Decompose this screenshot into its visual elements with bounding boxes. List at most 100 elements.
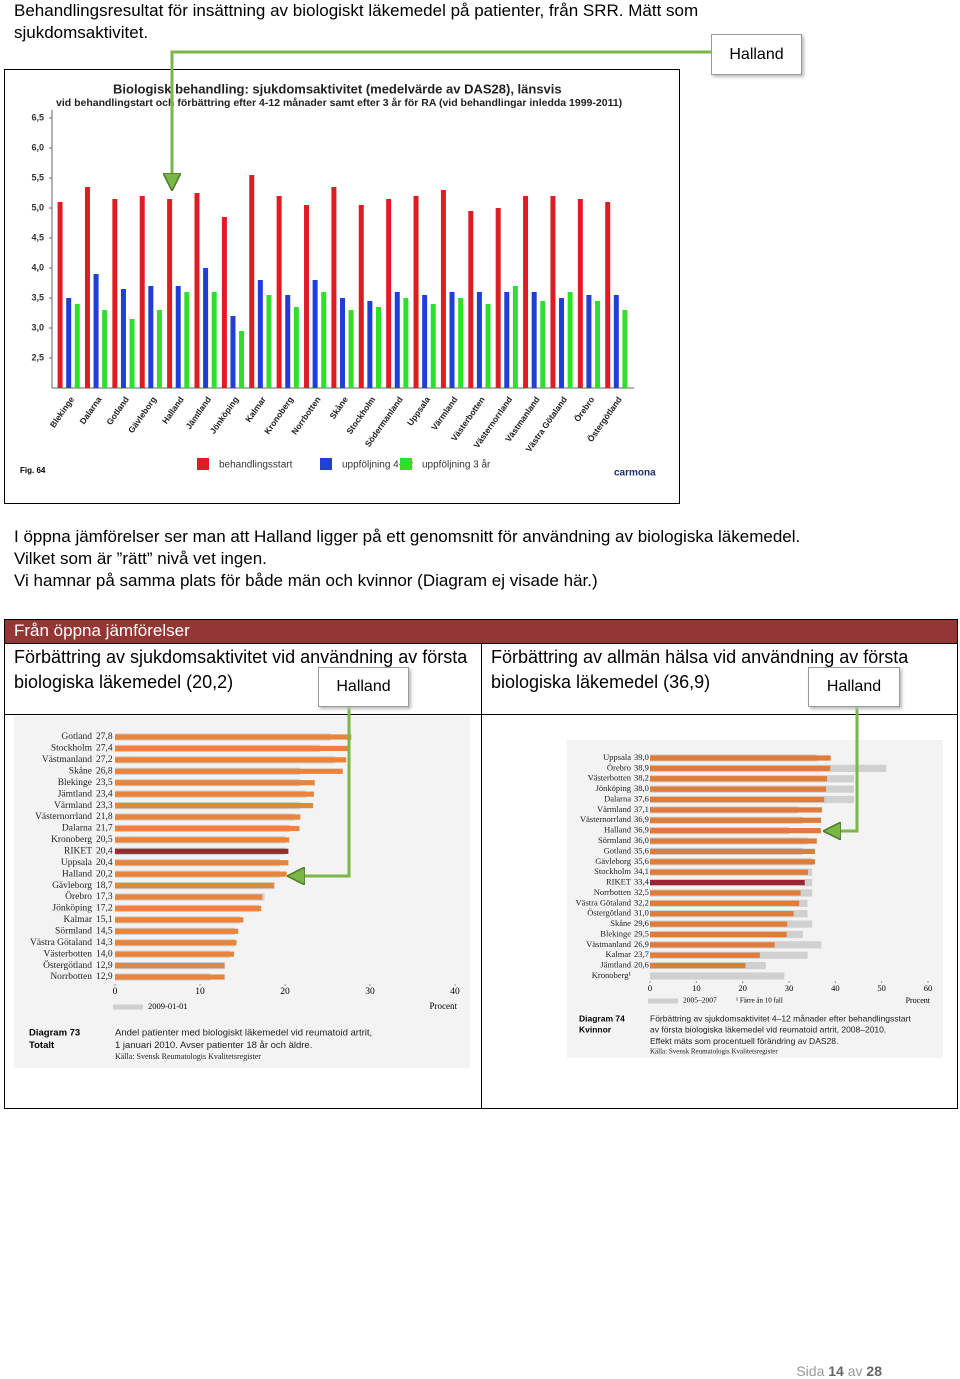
- bar: [468, 211, 474, 388]
- y-tick-label: 5,5: [31, 172, 44, 182]
- value-label: 35,6: [634, 845, 649, 855]
- bar: [559, 298, 565, 388]
- logo: carmona: [614, 468, 656, 479]
- bar: [650, 776, 827, 782]
- source: Källa: Svensk Reumatologis Kvalitetsregi…: [650, 1048, 778, 1056]
- heading: Behandlingsresultat för insättning av bi…: [14, 1, 699, 42]
- value-label: 20,5: [96, 835, 113, 845]
- value-label: 38,2: [634, 773, 649, 783]
- category-label: Västra Götaland: [30, 938, 92, 948]
- bar: [115, 963, 225, 969]
- page-total: 28: [866, 1363, 882, 1379]
- table-header: Från öppna jämförelser: [14, 621, 190, 640]
- bar: [148, 286, 154, 388]
- value-label: 26,9: [634, 939, 649, 949]
- bar: [249, 175, 255, 388]
- bar: [348, 310, 354, 388]
- legend-label: uppföljning 3 år: [422, 459, 491, 471]
- bar: [386, 199, 392, 388]
- bar: [440, 190, 446, 388]
- category-label: Jämtland: [58, 789, 93, 799]
- x-tick-label: 40: [831, 983, 840, 993]
- footnote: ¹ Färre än 10 fall: [736, 997, 783, 1005]
- bar: [449, 292, 455, 388]
- x-tick-label: 0: [648, 983, 652, 993]
- bar: [115, 802, 314, 809]
- category-label: Jönköping: [596, 783, 632, 793]
- bar: [167, 199, 173, 388]
- bar: [115, 791, 314, 797]
- x-tick-label: 60: [924, 983, 933, 993]
- bar: [650, 859, 815, 865]
- bar: [650, 848, 815, 855]
- bar: [156, 310, 162, 388]
- bar: [650, 952, 760, 958]
- category-label: Sörmland: [55, 926, 92, 936]
- footer-text: av: [847, 1363, 863, 1379]
- bar: [115, 768, 343, 774]
- bar: [211, 292, 217, 388]
- figure-label: Fig. 64: [20, 466, 46, 475]
- legend-swatch: [400, 458, 412, 470]
- caption: Effekt mäts som procentuell förändring a…: [650, 1036, 838, 1046]
- chart-subtitle: vid behandlingstart och förbättring efte…: [56, 97, 622, 109]
- category-label: Stockholm: [594, 866, 631, 876]
- value-label: 37,1: [634, 804, 649, 814]
- diagram-label: Diagram 74: [579, 1013, 625, 1023]
- legend-label: 2009-01-01: [148, 1001, 188, 1011]
- value-label: 23,3: [96, 801, 113, 811]
- category-label: Östergötland: [587, 908, 632, 918]
- bar: [230, 316, 236, 388]
- category-label: Västra Götaland: [576, 897, 632, 907]
- bar: [321, 292, 327, 388]
- category-label: Jämtland: [600, 960, 631, 970]
- bar: [115, 825, 300, 832]
- bar: [650, 879, 805, 886]
- value-label: 32,5: [634, 887, 649, 897]
- bar: [115, 951, 234, 957]
- value-label: 34,1: [634, 866, 649, 876]
- value-label: 17,2: [96, 904, 113, 914]
- value-label: 23,4: [96, 789, 113, 799]
- bar: [403, 298, 409, 388]
- y-tick-label: 6,5: [31, 112, 44, 122]
- bar: [650, 807, 822, 813]
- bar: [650, 786, 827, 792]
- legend-label: uppföljning 4-12: [342, 460, 414, 471]
- category-label: Örebro: [65, 890, 92, 902]
- category-label: Stockholm: [51, 744, 93, 754]
- bar: [413, 196, 419, 388]
- value-label: 31,0: [634, 908, 649, 918]
- bar: [112, 199, 118, 388]
- bar: [340, 298, 345, 388]
- bar: [550, 196, 556, 388]
- bar: [115, 871, 287, 877]
- bar: [115, 814, 301, 820]
- category-label: Uppsala: [603, 752, 631, 762]
- category-label: Blekinge: [58, 778, 92, 788]
- paragraph: Vi hamnar på samma plats för både män oc…: [14, 571, 598, 590]
- diagram-group: Totalt: [29, 1040, 55, 1051]
- y-tick-label: 5,0: [31, 202, 44, 212]
- bar: [650, 765, 831, 771]
- category-label: Västmanland: [586, 939, 632, 949]
- cell-text: Förbättring av sjukdomsaktivitet vid anv…: [14, 647, 468, 692]
- bar: [650, 869, 808, 875]
- bar: [595, 301, 601, 388]
- page-number: 14: [828, 1363, 844, 1379]
- x-tick-label: 30: [365, 987, 375, 997]
- category-label: Kalmar: [606, 949, 632, 959]
- caption: Andel patienter med biologiskt läkemedel…: [115, 1028, 372, 1039]
- category-label: Halland: [604, 825, 632, 835]
- value-label: 27,8: [96, 732, 113, 742]
- bar: [115, 940, 237, 946]
- category-label: Gotland: [604, 845, 632, 855]
- bar: [129, 319, 135, 388]
- bar: [120, 289, 126, 388]
- callout: Halland: [808, 667, 900, 707]
- bar: [115, 894, 263, 900]
- category-label: Västerbotten: [43, 949, 92, 959]
- bar: [394, 292, 400, 388]
- bar: [74, 304, 80, 388]
